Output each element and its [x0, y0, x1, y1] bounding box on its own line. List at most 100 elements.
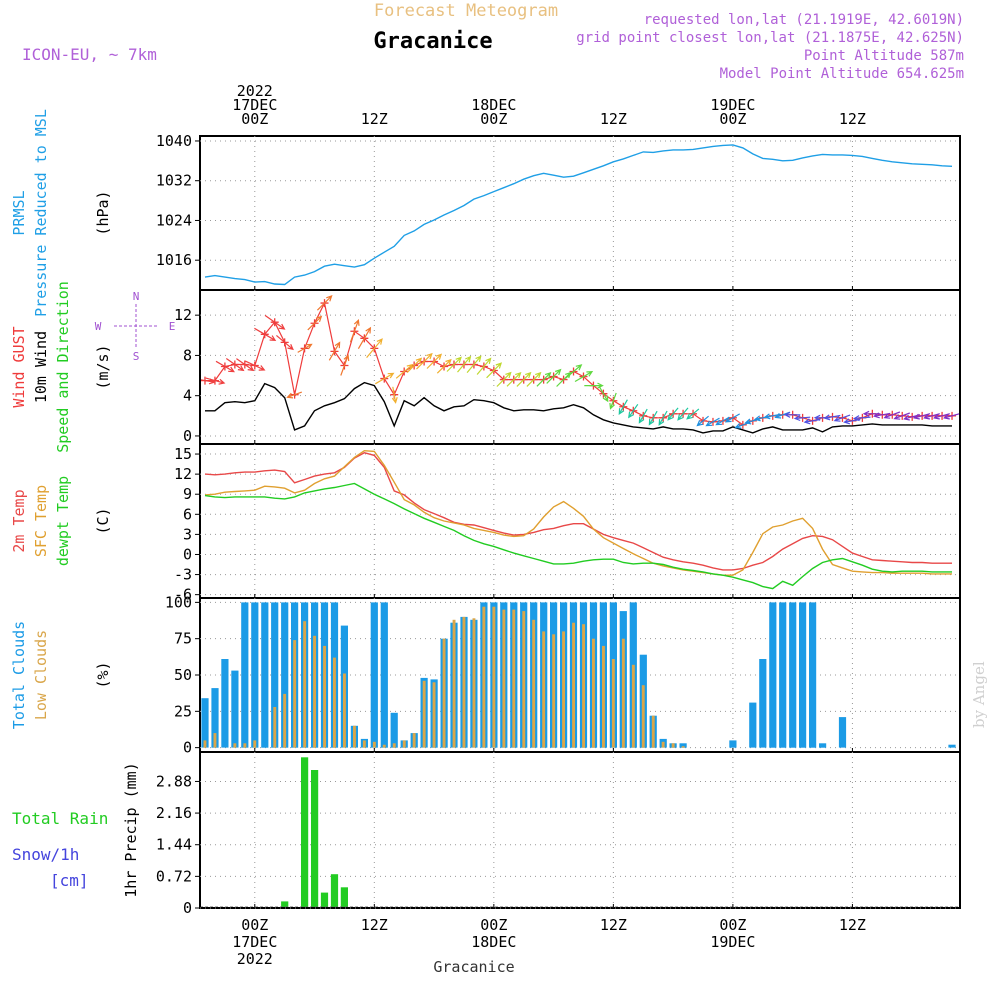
wind-direction-arrow: [724, 413, 741, 423]
wind-direction-arrow: [715, 416, 730, 426]
y-tick-label: 9: [183, 485, 192, 503]
top-time-label: 19DEC: [710, 96, 755, 114]
low-cloud-bar: [213, 733, 217, 748]
low-cloud-bar: [412, 733, 416, 748]
top-time-label: 00Z: [241, 110, 268, 128]
low-cloud-bar: [462, 616, 466, 748]
wind-direction-arrow: [328, 341, 341, 361]
panel-title-line: Snow/1h: [12, 845, 79, 864]
low-cloud-bar: [233, 743, 237, 748]
requested-coords: requested lon,lat (21.1919E, 42.6019N): [644, 12, 964, 28]
wind-direction-arrow: [391, 386, 398, 404]
low-cloud-bar: [203, 740, 207, 748]
wind-direction-arrow: [225, 358, 245, 372]
bottom-time-label: 12Z: [600, 916, 627, 934]
panel-unit: 1hr Precip (mm): [122, 762, 140, 897]
low-cloud-bar: [502, 609, 506, 748]
total-cloud-bar: [759, 659, 767, 748]
wind-direction-arrow: [426, 353, 443, 369]
plot-area: [204, 144, 953, 286]
low-cloud-bar: [651, 715, 655, 748]
low-cloud-bar: [323, 645, 326, 748]
panel-unit: (m/s): [94, 344, 112, 389]
compass-rose-icon: N S E W: [95, 290, 176, 363]
top-time-label: 12Z: [839, 110, 866, 128]
panel-title-line: SFC Temp: [32, 485, 50, 557]
total-cloud-bar: [271, 602, 279, 748]
low-cloud-bar: [681, 746, 685, 748]
low-cloud-bar: [303, 621, 307, 748]
low-cloud-bar: [611, 659, 615, 748]
low-cloud-bar: [472, 618, 476, 748]
total-cloud-bar: [838, 717, 847, 748]
wind-direction-arrow: [486, 362, 503, 379]
wind-direction-arrow: [705, 417, 720, 427]
y-tick-label: 0.72: [156, 867, 192, 885]
wind-direction-arrow: [574, 371, 594, 383]
compass-cross: [114, 304, 158, 348]
top-time-label: 00Z: [719, 110, 746, 128]
clouds-panel: 0 25 50 75 100 Total Clouds Low Clouds (%): [10, 593, 961, 757]
y-tick-label: 1032: [156, 172, 192, 190]
wind-direction-arrow: [677, 407, 689, 421]
wind-direction-arrow: [316, 295, 333, 311]
wind-direction-arrow: [609, 392, 617, 410]
wind-direction-arrow: [236, 358, 255, 372]
bottom-time-label: 12Z: [361, 916, 388, 934]
plot-area: [201, 602, 956, 748]
y-tick-label: 25: [174, 702, 192, 720]
total-cloud-bar: [221, 659, 229, 748]
low-cloud-bar: [532, 619, 536, 748]
wind-direction-arrow: [638, 408, 648, 424]
compass-e: E: [169, 320, 176, 333]
wind-direction-arrow: [205, 377, 226, 385]
low-cloud-bar: [243, 743, 247, 748]
wind-panel: 0 4 8 12 Wind GUST 10m Wind Speed and Directio…: [10, 281, 961, 453]
low-cloud-bar: [492, 606, 496, 748]
temp-line-temp2m: [204, 451, 952, 571]
panel-unit: (hPa): [94, 190, 112, 235]
bottom-time-label: 12Z: [839, 916, 866, 934]
low-cloud-bar: [402, 740, 406, 748]
y-tick-label: 12: [174, 465, 192, 483]
wind-direction-arrow: [516, 371, 532, 387]
panel-title-line: [cm]: [50, 871, 89, 890]
wind-direction-arrow: [349, 319, 360, 343]
total-cloud-bar: [779, 602, 787, 748]
wind-direction-arrow: [340, 354, 350, 376]
wind-direction-arrow: [436, 358, 452, 374]
panel-frame: [199, 135, 961, 291]
low-cloud-bar: [313, 635, 316, 748]
low-cloud-bar: [293, 640, 297, 748]
total-cloud-bar: [799, 602, 807, 748]
wind-direction-arrow: [416, 352, 433, 370]
total-cloud-bar: [948, 744, 956, 748]
y-tick-label: 0: [183, 427, 192, 445]
low-cloud-bar: [671, 743, 675, 748]
wind-direction-arrow: [395, 363, 414, 379]
panel-title-line: Speed and Direction: [54, 281, 72, 453]
wind-direction-arrow: [852, 415, 871, 422]
wind-direction-arrow: [783, 411, 801, 418]
wind-direction-arrow: [215, 360, 235, 373]
wind-line: [205, 381, 952, 434]
y-tick-label: 12: [174, 306, 192, 324]
wind-direction-arrow: [254, 327, 277, 341]
y-tick-label: 0: [183, 545, 192, 563]
bottom-time-label: 17DEC: [232, 933, 277, 951]
wind-direction-arrow: [536, 371, 552, 387]
y-tick-label: 100: [165, 593, 192, 611]
point-altitude: Point Altitude 587m: [804, 48, 964, 64]
panel-title-line: Wind GUST: [10, 326, 28, 407]
y-tick-label: 0: [183, 899, 192, 917]
wind-direction-arrow: [374, 372, 395, 385]
y-tick-label: 0: [183, 739, 192, 757]
wind-direction-arrow: [923, 413, 940, 420]
compass-w: W: [95, 320, 102, 333]
low-cloud-bar: [343, 673, 346, 748]
y-tick-label: 2.88: [156, 772, 192, 790]
bottom-time-label: 00Z: [241, 916, 268, 934]
wind-direction-arrow: [803, 418, 821, 425]
rain-bar: [281, 901, 289, 907]
low-cloud-bar: [392, 743, 396, 748]
